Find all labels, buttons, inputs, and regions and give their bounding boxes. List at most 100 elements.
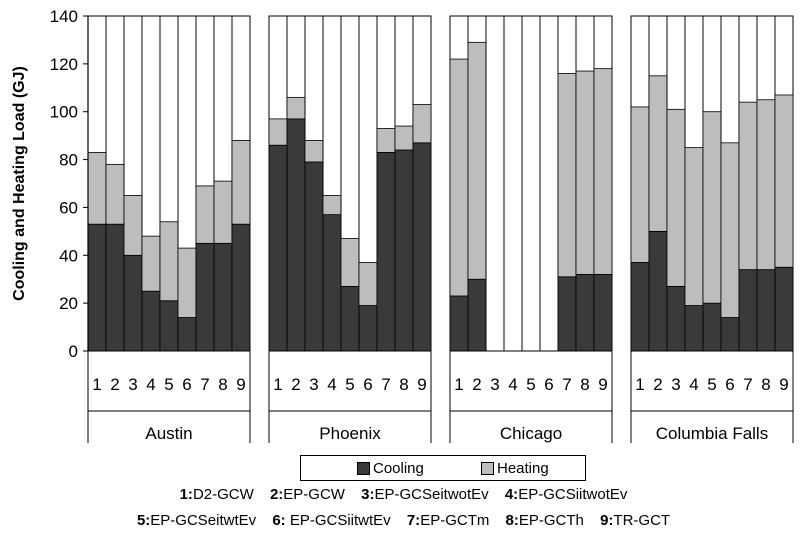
category-label: 7 — [200, 375, 209, 394]
note-6: 6: EP-GCSiitwtEv — [272, 512, 391, 529]
bar-heating-phoenix-6 — [358, 262, 378, 306]
bar-cooling-phoenix-4 — [322, 214, 342, 352]
category-label: 1 — [635, 375, 644, 394]
bar-cooling-phoenix-1 — [268, 144, 288, 352]
bar-heating-columbia-falls-6 — [720, 142, 740, 318]
category-label: 8 — [580, 375, 589, 394]
category-label: 3 — [671, 375, 680, 394]
bar-heating-chicago-8 — [575, 70, 595, 275]
bar-heating-phoenix-1 — [268, 118, 288, 146]
category-label: 5 — [707, 375, 716, 394]
bar-heating-columbia-falls-7 — [738, 101, 758, 271]
bar-heating-chicago-9 — [593, 68, 613, 275]
bar-heating-chicago-7 — [557, 73, 577, 278]
bar-cooling-austin-4 — [141, 290, 161, 352]
note-9: 9:TR-GCT — [600, 512, 671, 529]
bar-heating-columbia-falls-1 — [630, 106, 650, 263]
legend-item-heating: Heating — [481, 460, 549, 477]
bar-cooling-columbia-falls-9 — [774, 266, 794, 352]
group-label-phoenix: Phoenix — [319, 424, 381, 443]
bar-heating-austin-2 — [105, 163, 125, 225]
y-tick-label-140: 140 — [50, 7, 78, 26]
bar-cooling-austin-2 — [105, 223, 125, 352]
column-outline — [503, 15, 523, 352]
note-7: 7:EP-GCTm — [406, 512, 490, 529]
category-label: 7 — [381, 375, 390, 394]
category-label: 9 — [779, 375, 788, 394]
variant-notes-row-1: 1:D2-GCW 2:EP-GCW 3:EP-GCSeitwotEv 4:EP-… — [0, 486, 807, 503]
bar-cooling-phoenix-7 — [376, 151, 396, 352]
category-label: 4 — [327, 375, 336, 394]
column-outline — [539, 15, 559, 352]
category-label: 1 — [273, 375, 282, 394]
bar-heating-columbia-falls-4 — [684, 147, 704, 306]
y-axis-label: Cooling and Heating Load (GJ) — [11, 66, 28, 301]
group-label-austin: Austin — [145, 424, 192, 443]
bar-heating-phoenix-5 — [340, 238, 360, 287]
note-5: 5:EP-GCSeitwtEv — [136, 512, 257, 529]
bar-heating-columbia-falls-3 — [666, 108, 686, 287]
y-tick-label-40: 40 — [59, 246, 78, 265]
bar-heating-austin-6 — [177, 247, 197, 318]
bar-cooling-austin-9 — [231, 223, 251, 352]
bar-heating-phoenix-8 — [394, 125, 414, 151]
bar-heating-austin-1 — [87, 151, 107, 225]
bar-heating-chicago-1 — [449, 58, 469, 297]
bar-cooling-chicago-1 — [449, 295, 469, 352]
bar-cooling-columbia-falls-3 — [666, 285, 686, 352]
category-label: 9 — [236, 375, 245, 394]
bar-cooling-chicago-7 — [557, 276, 577, 352]
legend-item-cooling: Cooling — [357, 460, 424, 477]
category-label: 4 — [689, 375, 698, 394]
bar-cooling-austin-8 — [213, 242, 233, 352]
category-label: 6 — [363, 375, 372, 394]
bar-cooling-columbia-falls-8 — [756, 269, 776, 352]
category-label: 9 — [417, 375, 426, 394]
column-outline — [485, 15, 505, 352]
legend-swatch-cooling — [357, 462, 370, 475]
y-tick-label-20: 20 — [59, 294, 78, 313]
bar-cooling-austin-5 — [159, 300, 179, 352]
category-label: 3 — [490, 375, 499, 394]
category-label: 8 — [761, 375, 770, 394]
category-label: 5 — [164, 375, 173, 394]
bar-heating-columbia-falls-5 — [702, 111, 722, 304]
category-label: 1 — [454, 375, 463, 394]
category-label: 4 — [508, 375, 517, 394]
bar-heating-columbia-falls-2 — [648, 75, 668, 232]
stacked-bar-chart: Cooling and Heating Load (GJ) 0 20 40 60 80 10… — [11, 7, 794, 443]
bar-cooling-phoenix-9 — [412, 142, 432, 352]
bar-cooling-phoenix-3 — [304, 161, 324, 352]
legend-label-heating: Heating — [497, 460, 549, 477]
bar-cooling-columbia-falls-4 — [684, 305, 704, 352]
bar-heating-austin-4 — [141, 235, 161, 292]
bar-cooling-columbia-falls-1 — [630, 262, 650, 352]
group-label-chicago: Chicago — [500, 424, 562, 443]
y-tick-label-120: 120 — [50, 55, 78, 74]
category-label: 3 — [309, 375, 318, 394]
bar-heating-phoenix-3 — [304, 140, 324, 163]
bar-cooling-phoenix-8 — [394, 149, 414, 352]
bar-cooling-austin-6 — [177, 317, 197, 352]
category-label: 6 — [182, 375, 191, 394]
bar-heating-austin-3 — [123, 195, 143, 256]
category-label: 6 — [725, 375, 734, 394]
bar-heating-phoenix-4 — [322, 195, 342, 216]
bar-heating-austin-7 — [195, 185, 215, 244]
category-label: 2 — [291, 375, 300, 394]
variant-notes-row-2: 5:EP-GCSeitwtEv 6: EP-GCSiitwtEv 7:EP-GC… — [0, 512, 807, 529]
category-label: 8 — [218, 375, 227, 394]
bar-cooling-columbia-falls-6 — [720, 317, 740, 352]
bar-heating-austin-5 — [159, 221, 179, 302]
bar-cooling-chicago-8 — [575, 274, 595, 352]
bar-cooling-austin-3 — [123, 254, 143, 352]
category-label: 2 — [653, 375, 662, 394]
category-label: 8 — [399, 375, 408, 394]
bar-heating-phoenix-9 — [412, 104, 432, 144]
group-label-columbia-falls: Columbia Falls — [656, 424, 768, 443]
bar-cooling-phoenix-2 — [286, 118, 306, 352]
bar-heating-phoenix-2 — [286, 96, 306, 120]
bar-cooling-austin-7 — [195, 242, 215, 352]
bar-cooling-columbia-falls-5 — [702, 302, 722, 352]
category-label: 7 — [562, 375, 571, 394]
